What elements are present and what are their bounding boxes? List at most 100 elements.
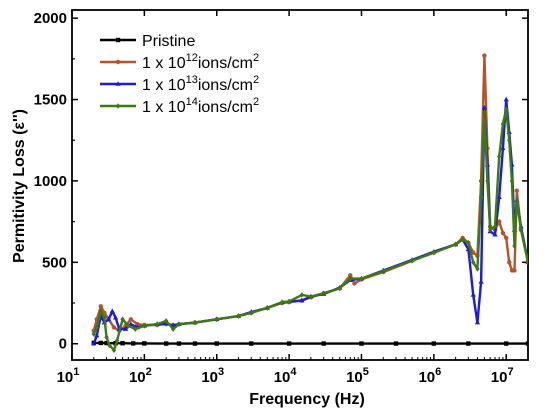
data-point [114,337,120,344]
data-point [214,341,219,346]
data-point [525,259,528,266]
data-point [107,342,112,349]
data-point [91,340,97,346]
data-point [487,226,493,233]
y-tick-label: 1500 [34,92,67,109]
data-point [512,268,517,273]
legend-label: Pristine [142,33,195,50]
plot-frame [71,9,529,361]
data-point [115,59,121,65]
data-point [192,319,198,326]
series-line [93,341,528,345]
series-1 [91,53,528,333]
data-point [500,145,506,151]
data-point [249,309,254,316]
data-point [170,326,176,332]
x-tick-label: 101 [57,366,80,386]
x-tick-label: 104 [274,366,298,386]
data-point [478,279,484,284]
data-point [109,308,115,313]
data-point [466,239,471,246]
data-point [431,249,437,256]
legend-item: 1 x 1012ions/cm2 [100,52,259,72]
data-point [112,314,119,320]
data-point [279,299,285,306]
series-0 [91,340,528,346]
series-line [92,98,528,345]
data-point [337,285,342,292]
data-point [120,316,125,323]
data-point [481,104,488,110]
data-point [512,243,517,249]
data-point [135,321,140,327]
data-point [115,81,121,86]
data-point [104,334,109,341]
data-point [500,121,506,127]
data-point [133,326,138,332]
legend-label: 1 x 1013ions/cm2 [142,74,259,94]
series-line [92,54,528,332]
data-point [154,321,160,327]
data-point [249,341,254,346]
y-tick-label: 2000 [34,10,67,27]
data-point [102,314,107,321]
data-point [128,317,134,322]
data-point [453,241,458,248]
legend-item: Pristine [100,33,195,50]
data-point [471,259,476,266]
data-point [504,235,509,241]
data-point [514,197,519,204]
data-point [497,153,502,160]
series-2 [91,96,528,346]
series-layer [91,53,528,354]
data-point [482,109,487,116]
data-point [308,293,314,300]
legend-item: 1 x 1014ions/cm2 [100,96,259,116]
data-point [98,304,103,309]
data-point [126,323,131,329]
data-point [474,319,481,325]
data-point [503,96,509,102]
data-point [492,223,498,230]
data-point [348,273,353,278]
y-tick-label: 0 [59,336,67,353]
data-point [470,292,476,297]
data-point [91,331,96,337]
data-point [286,298,292,305]
data-point [299,292,305,298]
data-point [431,341,437,346]
data-point [504,106,509,113]
y-tick-label: 1000 [34,173,67,190]
data-point [352,281,357,286]
data-point [466,341,471,346]
data-point [321,290,326,297]
series-line [92,108,528,352]
x-tick-label: 105 [346,366,369,386]
data-point [409,257,415,264]
y-tick-label: 500 [42,254,67,271]
data-point [485,178,490,184]
data-point [192,341,198,346]
data-point [518,226,524,233]
data-point [507,137,512,144]
data-point [111,347,117,354]
data-point [142,323,147,329]
data-point [478,194,484,201]
data-point [115,37,121,43]
data-point [509,178,515,184]
data-point [381,268,386,275]
data-point [98,308,103,314]
data-point [497,219,502,224]
data-point [507,260,512,265]
legend-label: 1 x 1012ions/cm2 [142,52,259,72]
data-point [115,103,121,109]
data-point [482,53,487,58]
data-point [321,341,326,346]
data-point [265,305,270,311]
data-point [299,297,305,303]
data-point [98,340,103,346]
data-point [163,318,169,324]
data-point [111,325,117,330]
data-point [94,324,99,331]
